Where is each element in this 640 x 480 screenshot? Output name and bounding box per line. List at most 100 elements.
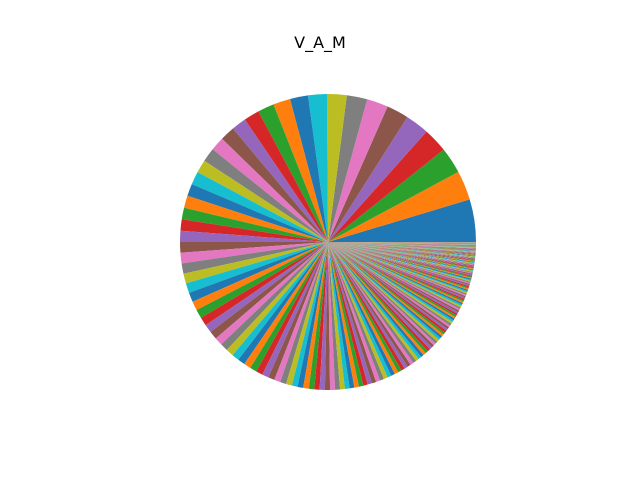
pie-slice-74 (328, 242, 405, 371)
pie-slice-40 (232, 242, 328, 360)
pie-slice-147 (328, 242, 475, 266)
pie-slice-64 (328, 242, 368, 386)
pie-slice-37 (215, 242, 328, 345)
pie-slice-160 (328, 242, 476, 257)
pie-slice-97 (328, 242, 451, 328)
pie-slice-116 (328, 242, 466, 298)
pie-slice-15 (232, 119, 328, 242)
pie-slice-88 (328, 242, 438, 344)
pie-slice-83 (328, 242, 428, 354)
pie-slice-34 (200, 242, 328, 326)
pie-slice-75 (328, 242, 408, 369)
pie-slice-53 (308, 242, 328, 390)
pie-slice-168 (328, 242, 476, 253)
pie-slice-134 (328, 242, 473, 277)
pie-slice-32 (192, 242, 328, 310)
pie-slice-50 (291, 242, 328, 387)
pie-slice-131 (328, 242, 472, 280)
pie-slice-174 (328, 242, 476, 250)
pie-slice-14 (244, 111, 328, 242)
pie-slice-156 (328, 242, 476, 260)
pie-slice-95 (328, 242, 448, 331)
pie-slice-72 (328, 242, 399, 375)
pie-slice-171 (328, 242, 476, 252)
pie-slice-86 (328, 242, 434, 348)
pie-slice-181 (328, 242, 476, 248)
pie-slice-167 (328, 242, 476, 253)
pie-slice-35 (205, 242, 328, 333)
pie-slice-16 (221, 128, 328, 242)
pie-slice-84 (328, 242, 431, 352)
pie-slice-133 (328, 242, 472, 278)
pie-slice-129 (328, 242, 471, 282)
pie-slice-94 (328, 242, 447, 333)
pie-slice-180 (328, 242, 476, 248)
pie-slice-158 (328, 242, 476, 258)
pie-slice-82 (328, 242, 426, 356)
pie-slice-119 (328, 242, 468, 294)
pie-slice-24 (180, 219, 328, 242)
pie-slice-161 (328, 242, 476, 257)
pie-slice-122 (328, 242, 469, 290)
pie-slice-41 (238, 242, 328, 365)
pie-slice-44 (256, 242, 328, 375)
pie-slice-6 (328, 106, 408, 243)
pie-slice-159 (328, 242, 476, 258)
pie-slice-89 (328, 242, 440, 342)
pie-slice-152 (328, 242, 475, 262)
pie-slice-186 (328, 242, 476, 246)
pie-slice-169 (328, 242, 476, 252)
pie-slice-7 (328, 99, 388, 243)
pie-slice-77 (328, 242, 414, 365)
pie-slice-47 (274, 242, 328, 383)
pie-slice-20 (191, 172, 328, 242)
pie-slice-62 (328, 242, 359, 388)
pie-slice-194 (328, 242, 476, 244)
pie-slice-92 (328, 242, 444, 337)
pie-slice-63 (328, 242, 364, 387)
pie-slice-57 (328, 242, 336, 390)
pie-slice-67 (328, 242, 381, 382)
pie-slice-155 (328, 242, 476, 260)
pie-slice-153 (328, 242, 475, 262)
pie-slice-140 (328, 242, 474, 272)
pie-slice-151 (328, 242, 475, 263)
pie-slice-190 (328, 242, 476, 245)
pie-slice-172 (328, 242, 476, 251)
pie-slice-146 (328, 242, 475, 267)
pie-slice-85 (328, 242, 432, 350)
pie-slice-177 (328, 242, 476, 249)
pie-slice-22 (184, 195, 328, 242)
pie-slice-163 (328, 242, 476, 255)
pie-slice-28 (181, 242, 328, 274)
pie-slice-17 (212, 138, 328, 242)
pie-slice-96 (328, 242, 449, 329)
pie-slice-12 (273, 98, 328, 242)
pie-slice-125 (328, 242, 470, 287)
pie-slice-115 (328, 242, 466, 299)
pie-slice-123 (328, 242, 469, 289)
pie-slice-111 (328, 242, 463, 305)
pie-slice-110 (328, 242, 463, 307)
pie-slice-13 (258, 104, 328, 242)
pie-slice-70 (328, 242, 392, 378)
pie-slice-184 (328, 242, 476, 247)
pie-slice-175 (328, 242, 476, 250)
pie-slice-23 (181, 207, 328, 242)
pie-slice-8 (328, 95, 368, 242)
pie-slice-18 (204, 149, 328, 242)
pie-slice-121 (328, 242, 469, 292)
pie-slice-162 (328, 242, 476, 256)
pie-slice-26 (179, 241, 328, 253)
pie-slice-105 (328, 242, 459, 314)
pie-slice-39 (226, 242, 328, 356)
pie-slice-195 (328, 242, 476, 244)
pie-slice-98 (328, 242, 452, 326)
pie-slice-142 (328, 242, 474, 270)
pie-slice-154 (328, 242, 475, 261)
pie-slice-49 (286, 242, 328, 386)
pie-slice-189 (328, 242, 476, 245)
pie-slice-59 (328, 242, 345, 390)
pie-slice-93 (328, 242, 446, 335)
